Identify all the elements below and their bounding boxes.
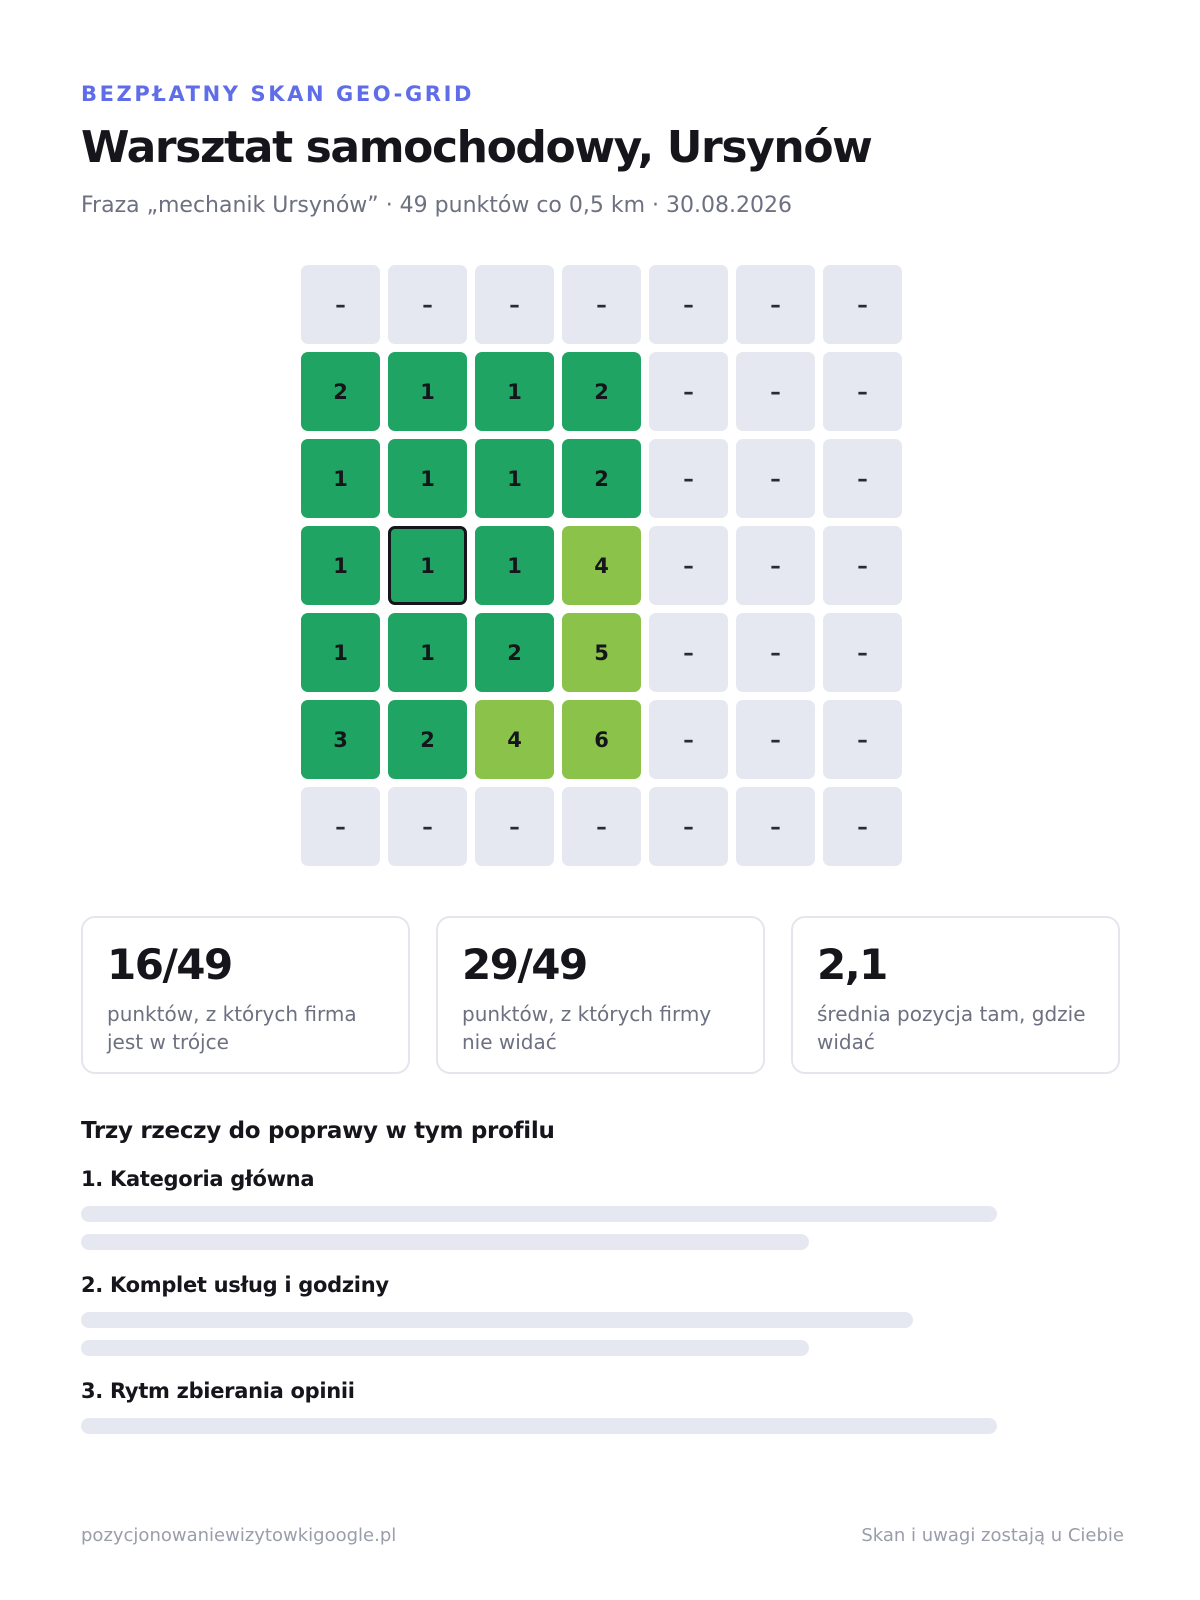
stat-label: punktów, z których firma jest w trójce <box>107 1002 357 1054</box>
grid-cell: 1 <box>301 526 380 605</box>
grid-cell: – <box>736 526 815 605</box>
grid-cell: 6 <box>562 700 641 779</box>
grid-cell: – <box>475 265 554 344</box>
eyebrow-label: BEZPŁATNY SKAN GEO-GRID <box>81 82 475 106</box>
grid-cell: – <box>736 265 815 344</box>
stat-card-not-visible: 29/49 punktów, z których firmy nie widać <box>436 916 765 1074</box>
placeholder-line <box>81 1312 913 1328</box>
grid-cell: – <box>736 787 815 866</box>
improvement-item-3: 3. Rytm zbierania opinii <box>81 1379 355 1403</box>
grid-cell: – <box>736 700 815 779</box>
improvement-item-2: 2. Komplet usług i godziny <box>81 1273 389 1297</box>
grid-cell: 1 <box>475 526 554 605</box>
placeholder-line <box>81 1340 809 1356</box>
grid-cell: – <box>736 439 815 518</box>
stat-card-top3: 16/49 punktów, z których firma jest w tr… <box>81 916 410 1074</box>
grid-cell: 1 <box>301 613 380 692</box>
placeholder-line <box>81 1206 997 1222</box>
stat-card-average-position: 2,1 średnia pozycja tam, gdzie widać <box>791 916 1120 1074</box>
grid-cell: 1 <box>388 613 467 692</box>
grid-cell: 4 <box>562 526 641 605</box>
geo-grid: – – – – – – –2 1 1 2– – –1 1 1 2– – –1 1 1 4– – –1 1 2 5– – –3 2 4 6–… <box>301 265 906 866</box>
stat-value: 16/49 <box>107 940 233 989</box>
grid-cell: – <box>649 526 728 605</box>
grid-cell: – <box>649 787 728 866</box>
grid-cell: 1 <box>301 439 380 518</box>
grid-cell: 2 <box>388 700 467 779</box>
grid-cell: – <box>301 265 380 344</box>
grid-cell: – <box>823 700 902 779</box>
grid-cell: 2 <box>301 352 380 431</box>
grid-cell: – <box>562 265 641 344</box>
grid-cell: – <box>649 439 728 518</box>
grid-cell: – <box>736 613 815 692</box>
grid-cell: – <box>562 787 641 866</box>
grid-cell: 5 <box>562 613 641 692</box>
grid-cell: – <box>823 352 902 431</box>
grid-cell: 1 <box>388 352 467 431</box>
grid-cell: – <box>475 787 554 866</box>
grid-cell: 1 <box>388 439 467 518</box>
grid-cell: – <box>649 265 728 344</box>
grid-cell: 3 <box>301 700 380 779</box>
stat-label: średnia pozycja tam, gdzie widać <box>817 1002 1086 1054</box>
grid-cell: – <box>823 787 902 866</box>
grid-cell: – <box>736 352 815 431</box>
stats-row: 16/49 punktów, z których firma jest w tr… <box>81 916 1126 1076</box>
improvement-item-1: 1. Kategoria główna <box>81 1167 315 1191</box>
improvements-title: Trzy rzeczy do poprawy w tym profilu <box>81 1118 555 1144</box>
grid-cell-business-location: 1 <box>388 526 467 605</box>
page-subtitle: Fraza „mechanik Ursynów” · 49 punktów co… <box>81 193 792 218</box>
footer-note: Skan i uwagi zostają u Ciebie <box>861 1525 1124 1546</box>
grid-cell: – <box>823 613 902 692</box>
grid-cell: 2 <box>562 352 641 431</box>
grid-cell: – <box>649 352 728 431</box>
placeholder-line <box>81 1234 809 1250</box>
stat-value: 29/49 <box>462 940 588 989</box>
grid-cell: – <box>388 265 467 344</box>
grid-cell: 1 <box>475 352 554 431</box>
stat-label: punktów, z których firmy nie widać <box>462 1002 712 1054</box>
grid-cell: 2 <box>475 613 554 692</box>
grid-cell: – <box>823 439 902 518</box>
grid-cell: – <box>823 526 902 605</box>
page-title: Warsztat samochodowy, Ursynów <box>81 122 873 173</box>
stat-value: 2,1 <box>817 940 888 989</box>
grid-cell: – <box>301 787 380 866</box>
grid-cell: 2 <box>562 439 641 518</box>
grid-cell: 1 <box>475 439 554 518</box>
grid-cell: – <box>823 265 902 344</box>
footer-domain: pozycjonowaniewizytowkigoogle.pl <box>81 1525 397 1546</box>
placeholder-line <box>81 1418 997 1434</box>
grid-cell: 4 <box>475 700 554 779</box>
grid-cell: – <box>388 787 467 866</box>
grid-cell: – <box>649 613 728 692</box>
grid-cell: – <box>649 700 728 779</box>
